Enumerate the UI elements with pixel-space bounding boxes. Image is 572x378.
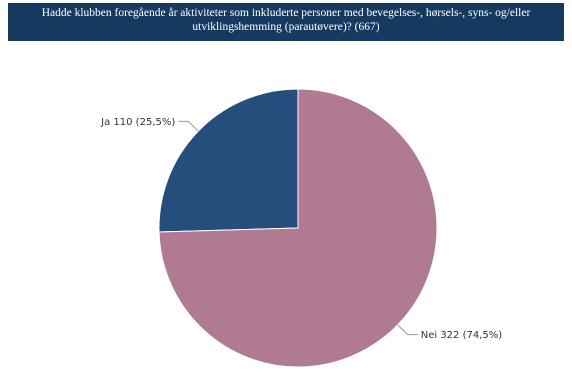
chart-title: Hadde klubben foregående år aktiviteter …	[8, 3, 564, 41]
pie-slice-nei	[158, 88, 438, 368]
pie-slice-ja	[158, 88, 299, 233]
leader-line-ja	[178, 120, 199, 132]
leader-line-nei	[397, 324, 418, 336]
slice-label-ja: Ja 110 (25,5%)	[100, 117, 175, 128]
slice-label-nei: Nei 322 (74,5%)	[421, 330, 503, 341]
